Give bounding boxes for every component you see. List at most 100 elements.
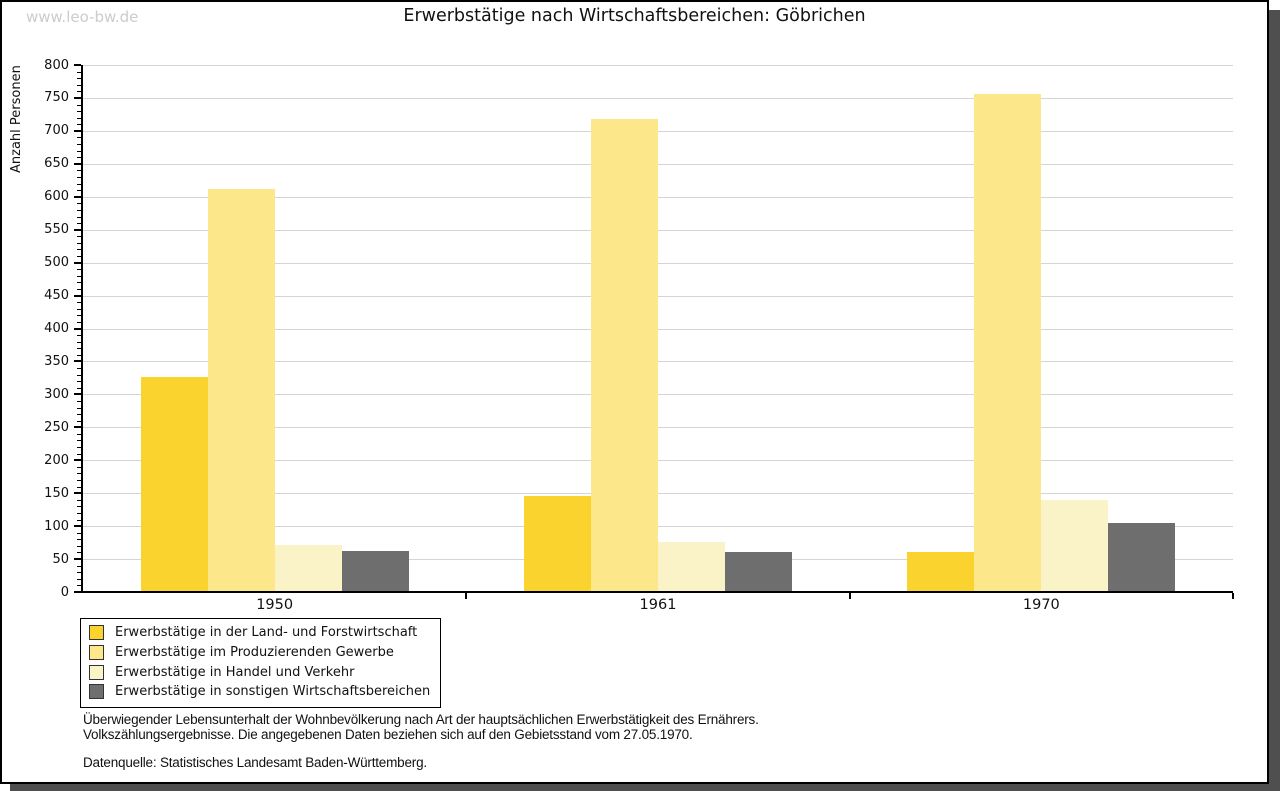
y-minor-tick [77,512,81,514]
y-minor-tick [77,381,81,383]
y-axis-line [81,65,83,592]
y-tick-650 [74,162,81,165]
y-minor-tick [77,315,81,317]
y-minor-tick [77,335,81,337]
y-tick-750 [74,96,81,99]
drop-shadow-bottom [10,784,1280,791]
y-tick-label-750: 750 [44,90,69,106]
bar-1950-series3 [274,544,342,592]
x-tick-label-1950: 1950 [256,597,294,613]
y-minor-tick [77,157,81,159]
y-minor-tick [77,321,81,323]
gridline-100 [83,526,1233,528]
y-minor-tick [77,209,81,211]
y-minor-tick [77,473,81,475]
y-minor-tick [77,499,81,501]
gridline-300 [83,394,1233,396]
legend-swatch-icon [89,625,104,641]
gridline-700 [83,130,1233,132]
y-minor-tick [77,447,81,449]
y-tick-550 [74,228,81,231]
y-minor-tick [77,440,81,442]
legend-item: Erwerbstätige in Handel und Verkehr [89,662,430,682]
y-minor-tick [77,223,81,225]
y-minor-tick [77,348,81,350]
y-minor-tick [77,137,81,139]
y-tick-250 [74,426,81,429]
legend-label: Erwerbstätige im Produzierenden Gewerbe [115,645,394,661]
y-minor-tick [77,420,81,422]
gridline-550 [83,229,1233,231]
y-tick-50 [74,558,81,561]
y-tick-200 [74,459,81,462]
y-minor-tick [77,302,81,304]
bar-1970-series2 [974,93,1042,592]
y-axis-title: Anzahl Personen [9,65,24,173]
y-tick-700 [74,129,81,132]
gridline-250 [83,427,1233,429]
y-tick-600 [74,195,81,198]
y-tick-label-350: 350 [44,353,69,369]
y-minor-tick [77,354,81,356]
y-minor-tick [77,368,81,370]
legend-swatch-icon [89,645,104,661]
gridline-500 [83,262,1233,264]
y-minor-tick [77,256,81,258]
y-minor-tick [77,532,81,534]
y-minor-tick [77,539,81,541]
y-minor-tick [77,453,81,455]
y-minor-tick [77,269,81,271]
y-minor-tick [77,506,81,508]
gridline-450 [83,295,1233,297]
y-tick-100 [74,525,81,528]
y-minor-tick [77,190,81,192]
footnotes: Überwiegender Lebensunterhalt der Wohnbe… [83,712,759,770]
gridline-600 [83,196,1233,198]
y-minor-tick [77,124,81,126]
legend-label: Erwerbstätige in Handel und Verkehr [115,664,355,680]
y-minor-tick [77,433,81,435]
y-tick-150 [74,492,81,495]
bar-1961-series2 [591,119,658,592]
y-tick-350 [74,360,81,363]
gridline-800 [83,65,1233,66]
gridline-200 [83,460,1233,462]
x-tick [465,593,468,599]
y-tick-label-650: 650 [44,156,69,172]
y-tick-label-200: 200 [44,452,69,468]
y-tick-500 [74,261,81,264]
y-minor-tick [77,407,81,409]
y-minor-tick [77,400,81,402]
y-tick-0 [74,591,81,593]
y-minor-tick [77,486,81,488]
y-minor-tick [77,176,81,178]
y-minor-tick [77,144,81,146]
gridline-750 [83,97,1233,99]
gridline-150 [83,493,1233,495]
y-minor-tick [77,288,81,290]
legend: Erwerbstätige in der Land- und Forstwirt… [80,618,442,708]
footnote-source: Datenquelle: Statistisches Landesamt Bad… [83,755,427,770]
y-tick-label-50: 50 [52,551,69,567]
watermark: www.leo-bw.de [26,8,139,26]
x-tick-label-1961: 1961 [639,597,677,613]
y-minor-tick [77,480,81,481]
y-minor-tick [77,183,81,185]
legend-item: Erwerbstätige in sonstigen Wirtschaftsbe… [89,682,430,702]
y-tick-label-100: 100 [44,518,69,534]
y-minor-tick [77,249,81,251]
y-minor-tick [77,242,81,244]
y-minor-tick [77,78,81,80]
y-tick-label-450: 450 [44,288,69,304]
y-minor-tick [77,414,81,416]
y-tick-label-600: 600 [44,189,69,205]
y-minor-tick [77,545,81,547]
y-minor-tick [77,341,81,343]
y-minor-tick [77,578,81,580]
y-tick-450 [74,294,81,297]
legend-swatch-icon [89,684,104,700]
legend-swatch-icon [89,664,104,680]
y-minor-tick [77,84,81,86]
gridline-350 [83,361,1233,363]
y-minor-tick [77,117,81,119]
